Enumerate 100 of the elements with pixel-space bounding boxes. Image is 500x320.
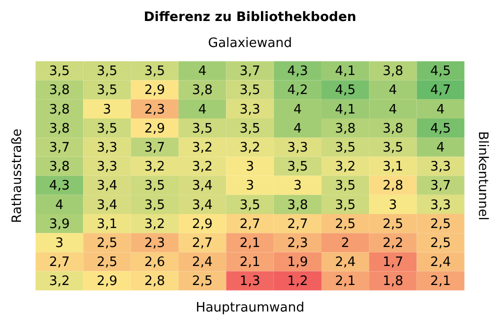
data-label: 3,2	[334, 160, 356, 175]
data-label: 3,7	[430, 178, 451, 194]
data-label: 2,4	[192, 255, 213, 270]
data-label: 3,8	[382, 64, 404, 80]
data-label: 4	[294, 121, 302, 136]
data-label: 3,5	[382, 140, 404, 156]
data-label: 3,2	[49, 274, 70, 290]
data-label: 3,4	[192, 198, 213, 213]
y2-axis-title: Blinkentunnel	[474, 131, 490, 220]
data-label: 3	[388, 198, 398, 213]
data-label: 3	[246, 160, 254, 175]
data-label: 1,3	[240, 274, 260, 290]
data-label: 3,5	[240, 83, 260, 98]
data-label: 3,2	[144, 216, 166, 232]
data-label: 3,5	[240, 198, 260, 213]
data-label: 3,8	[334, 121, 356, 136]
data-label: 2,5	[430, 236, 451, 252]
data-label: 2,1	[334, 274, 356, 290]
data-label: 2,4	[430, 255, 451, 270]
data-label: 4,1	[334, 64, 356, 80]
data-label: 2,1	[430, 274, 451, 290]
data-label: 3,3	[430, 198, 451, 213]
data-label: 3,5	[287, 160, 308, 175]
data-label: 3,8	[49, 83, 70, 98]
data-label: 2,8	[144, 274, 166, 290]
x-axis-title: Hauptraumwand	[196, 300, 304, 316]
data-label: 3,4	[192, 178, 213, 194]
data-label: 2,5	[334, 216, 356, 232]
data-label: 4,7	[430, 83, 451, 98]
data-label: 3,8	[287, 198, 308, 213]
data-label: 3,2	[192, 160, 213, 175]
data-label: 3,1	[382, 160, 404, 175]
data-label: 3,5	[96, 64, 118, 80]
data-label: 4,1	[334, 102, 356, 118]
data-label: 3,3	[287, 140, 308, 156]
data-label: 3	[55, 236, 64, 252]
data-label: 2	[341, 236, 350, 252]
data-label: 3,2	[240, 140, 260, 156]
data-label: 1,7	[382, 255, 404, 270]
data-label: 3,5	[334, 178, 356, 194]
data-label: 3,5	[334, 198, 356, 213]
data-label: 3,5	[144, 64, 166, 80]
data-label: 3,3	[240, 102, 260, 118]
data-label: 4	[436, 102, 445, 118]
data-label: 3,7	[144, 140, 166, 156]
data-label: 3,4	[96, 198, 118, 213]
data-label: 2,4	[334, 255, 356, 270]
data-label: 3	[294, 178, 302, 194]
data-label: 1,9	[287, 255, 308, 270]
data-label: 3,5	[240, 121, 260, 136]
data-label: 3,4	[96, 178, 118, 194]
data-label: 3,5	[96, 83, 118, 98]
data-label: 2,7	[240, 216, 260, 232]
data-label: 4	[198, 64, 206, 80]
data-label: 2,5	[96, 255, 118, 270]
x2-axis-title: Galaxiewand	[208, 36, 292, 51]
data-label: 4,5	[334, 83, 356, 98]
data-label: 3,8	[49, 102, 70, 118]
data-label: 3,5	[192, 121, 213, 136]
data-label: 4,3	[287, 64, 308, 80]
data-label: 2,7	[192, 236, 213, 252]
y-axis-title: Rathausstraße	[10, 128, 26, 224]
data-label: 4,5	[430, 121, 451, 136]
data-label: 2,2	[382, 236, 404, 252]
data-label: 3,3	[96, 140, 118, 156]
data-label: 1,8	[382, 274, 404, 290]
data-label: 4,3	[49, 178, 70, 194]
data-label: 2,1	[240, 236, 260, 252]
data-label: 2,3	[287, 236, 308, 252]
data-label: 2,5	[382, 216, 404, 232]
data-label: 3,8	[49, 160, 70, 175]
data-label: 2,1	[240, 255, 260, 270]
data-label: 4,2	[287, 83, 308, 98]
data-label: 3,5	[96, 121, 118, 136]
data-label: 2,9	[192, 216, 213, 232]
data-label: 3,9	[49, 216, 70, 232]
data-label: 1,2	[287, 274, 308, 290]
chart-title: Differenz zu Bibliothekboden	[144, 10, 356, 26]
data-label: 4	[55, 198, 64, 213]
data-label: 2,9	[144, 121, 166, 136]
data-label: 3,5	[49, 64, 70, 80]
data-label: 3,1	[96, 216, 118, 232]
data-label: 4	[388, 102, 398, 118]
data-label: 2,8	[382, 178, 404, 194]
data-label: 2,5	[430, 216, 451, 232]
data-label: 3,8	[192, 83, 213, 98]
data-label: 4,5	[430, 64, 451, 80]
data-label: 3,5	[144, 178, 166, 194]
data-label: 3,8	[49, 121, 70, 136]
data-label: 3,2	[144, 160, 166, 175]
data-label: 3	[246, 178, 254, 194]
data-label: 3,7	[49, 140, 70, 156]
data-label: 3,2	[192, 140, 213, 156]
data-label: 3,8	[382, 121, 404, 136]
data-label: 3,5	[144, 198, 166, 213]
data-label: 2,5	[96, 236, 118, 252]
data-label: 4	[436, 140, 445, 156]
data-label: 2,9	[96, 274, 118, 290]
data-label: 3	[102, 102, 112, 118]
data-label: 2,3	[144, 102, 166, 118]
